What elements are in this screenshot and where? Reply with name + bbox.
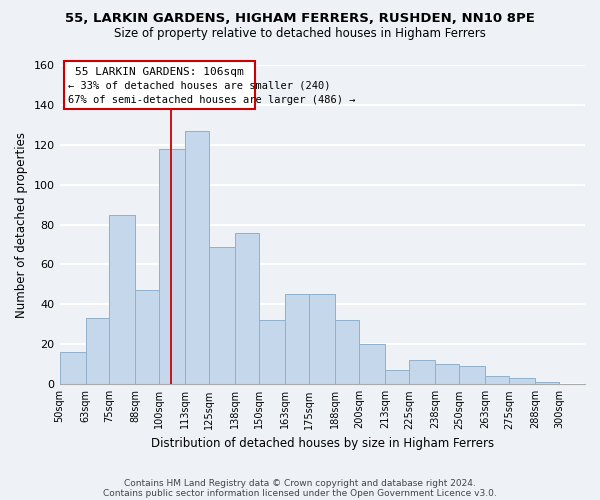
Bar: [259, 320, 286, 384]
Bar: [286, 294, 309, 384]
Text: Contains public sector information licensed under the Open Government Licence v3: Contains public sector information licen…: [103, 488, 497, 498]
Bar: [459, 366, 485, 384]
Bar: [59, 352, 86, 384]
Bar: [209, 246, 235, 384]
Text: ← 33% of detached houses are smaller (240): ← 33% of detached houses are smaller (24…: [68, 81, 330, 91]
Bar: [160, 148, 185, 384]
Bar: [136, 290, 160, 384]
Bar: [86, 318, 109, 384]
X-axis label: Distribution of detached houses by size in Higham Ferrers: Distribution of detached houses by size …: [151, 437, 494, 450]
Text: Size of property relative to detached houses in Higham Ferrers: Size of property relative to detached ho…: [114, 28, 486, 40]
Text: 67% of semi-detached houses are larger (486) →: 67% of semi-detached houses are larger (…: [68, 95, 355, 105]
Bar: [485, 376, 509, 384]
FancyBboxPatch shape: [64, 61, 256, 108]
Bar: [309, 294, 335, 384]
Bar: [359, 344, 385, 385]
Bar: [409, 360, 435, 384]
Bar: [109, 214, 136, 384]
Bar: [185, 130, 209, 384]
Text: 55, LARKIN GARDENS, HIGHAM FERRERS, RUSHDEN, NN10 8PE: 55, LARKIN GARDENS, HIGHAM FERRERS, RUSH…: [65, 12, 535, 26]
Bar: [535, 382, 559, 384]
Text: Contains HM Land Registry data © Crown copyright and database right 2024.: Contains HM Land Registry data © Crown c…: [124, 478, 476, 488]
Bar: [335, 320, 359, 384]
Text: 55 LARKIN GARDENS: 106sqm: 55 LARKIN GARDENS: 106sqm: [75, 67, 244, 77]
Y-axis label: Number of detached properties: Number of detached properties: [15, 132, 28, 318]
Bar: [385, 370, 409, 384]
Bar: [435, 364, 459, 384]
Bar: [509, 378, 535, 384]
Bar: [235, 232, 259, 384]
